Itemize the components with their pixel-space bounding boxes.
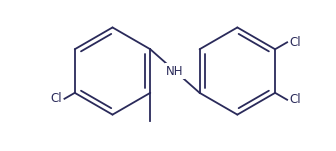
Text: Cl: Cl (289, 36, 301, 49)
Text: Cl: Cl (51, 92, 62, 105)
Text: NH: NH (166, 64, 184, 78)
Text: Cl: Cl (289, 93, 301, 106)
